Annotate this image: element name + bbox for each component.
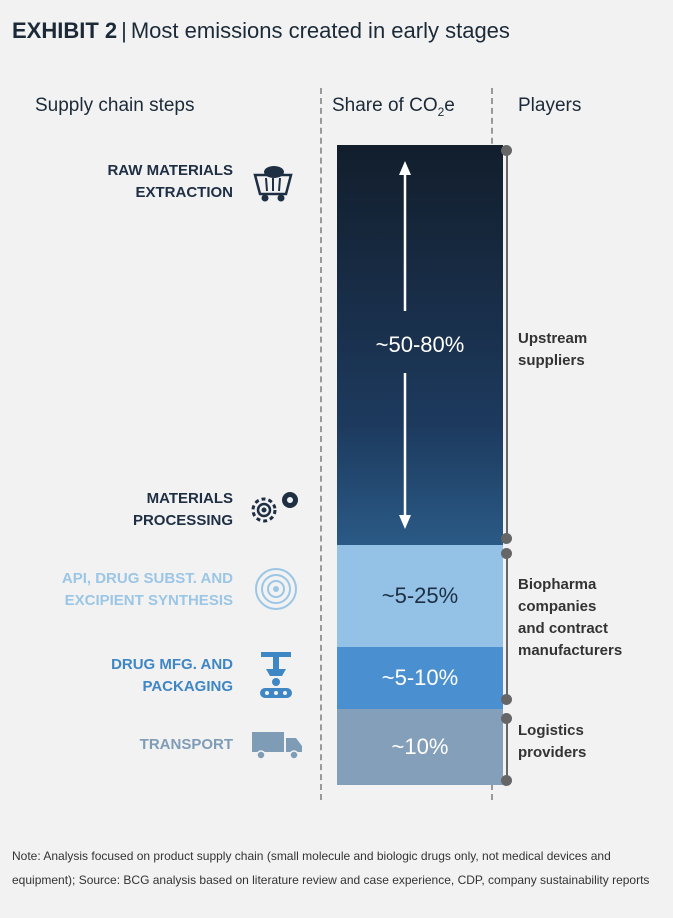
- header-share-suffix: e: [444, 95, 455, 116]
- robotic-conveyor-icon: [260, 652, 292, 698]
- step-api-synthesis: API, DRUG SUBST. AND EXCIPIENT SYNTHESIS: [61, 570, 233, 609]
- bracket-dot: [501, 548, 512, 559]
- share-value-upstream: ~50-80%: [375, 332, 465, 357]
- share-segment-upstream: ~50-80%: [337, 145, 503, 545]
- header-players: Players: [518, 95, 582, 116]
- player-upstream-suppliers: Upstream suppliers: [518, 330, 588, 369]
- step-materials-processing: MATERIALS PROCESSING: [132, 490, 233, 529]
- step-raw-materials-extraction: RAW MATERIALS EXTRACTION: [107, 162, 233, 201]
- dashed-divider-left: [320, 88, 322, 800]
- player-logistics-providers: Logistics providers: [518, 722, 587, 761]
- exhibit-title: EXHIBIT 2 | Most emissions created in earl…: [12, 18, 510, 44]
- header-share-subscript: 2: [437, 104, 445, 119]
- truck-icon: [252, 732, 302, 760]
- header-share-co2e: Share of CO2e: [332, 95, 455, 119]
- exhibit-title-text: Most emissions created in early stages: [130, 18, 510, 43]
- bracket-line-logistics: [506, 718, 508, 780]
- bracket-line-biopharma: [506, 553, 508, 698]
- share-segment-manufacturing: ~5-10%: [337, 647, 503, 709]
- bracket-dot: [501, 533, 512, 544]
- player-biopharma-companies: Biopharma companies and contract manufac…: [518, 576, 623, 659]
- range-arrow-icon: [399, 161, 411, 529]
- bracket-dot: [501, 145, 512, 156]
- bracket-dot: [501, 713, 512, 724]
- share-value-manufacturing: ~5-10%: [381, 665, 459, 690]
- step-transport: TRANSPORT: [139, 736, 233, 753]
- share-value-api: ~5-25%: [381, 583, 459, 608]
- bracket-line-upstream: [506, 150, 508, 536]
- mine-cart-icon: [253, 166, 293, 202]
- share-segment-api: ~5-25%: [337, 545, 503, 647]
- exhibit-number: EXHIBIT 2: [12, 18, 118, 43]
- step-drug-manufacturing-packaging: DRUG MFG. AND PACKAGING: [111, 656, 233, 695]
- share-value-transport: ~10%: [391, 734, 449, 759]
- share-segment-transport: ~10%: [337, 709, 503, 785]
- footnote: Note: Analysis focused on product supply…: [12, 849, 650, 887]
- header-supply-chain-steps: Supply chain steps: [35, 95, 195, 116]
- bracket-dot: [501, 775, 512, 786]
- gears-icon: [251, 492, 298, 523]
- bracket-dot: [501, 694, 512, 705]
- title-separator: |: [121, 18, 127, 43]
- concentric-circles-icon: [255, 568, 297, 610]
- header-share-prefix: Share of CO: [332, 95, 438, 116]
